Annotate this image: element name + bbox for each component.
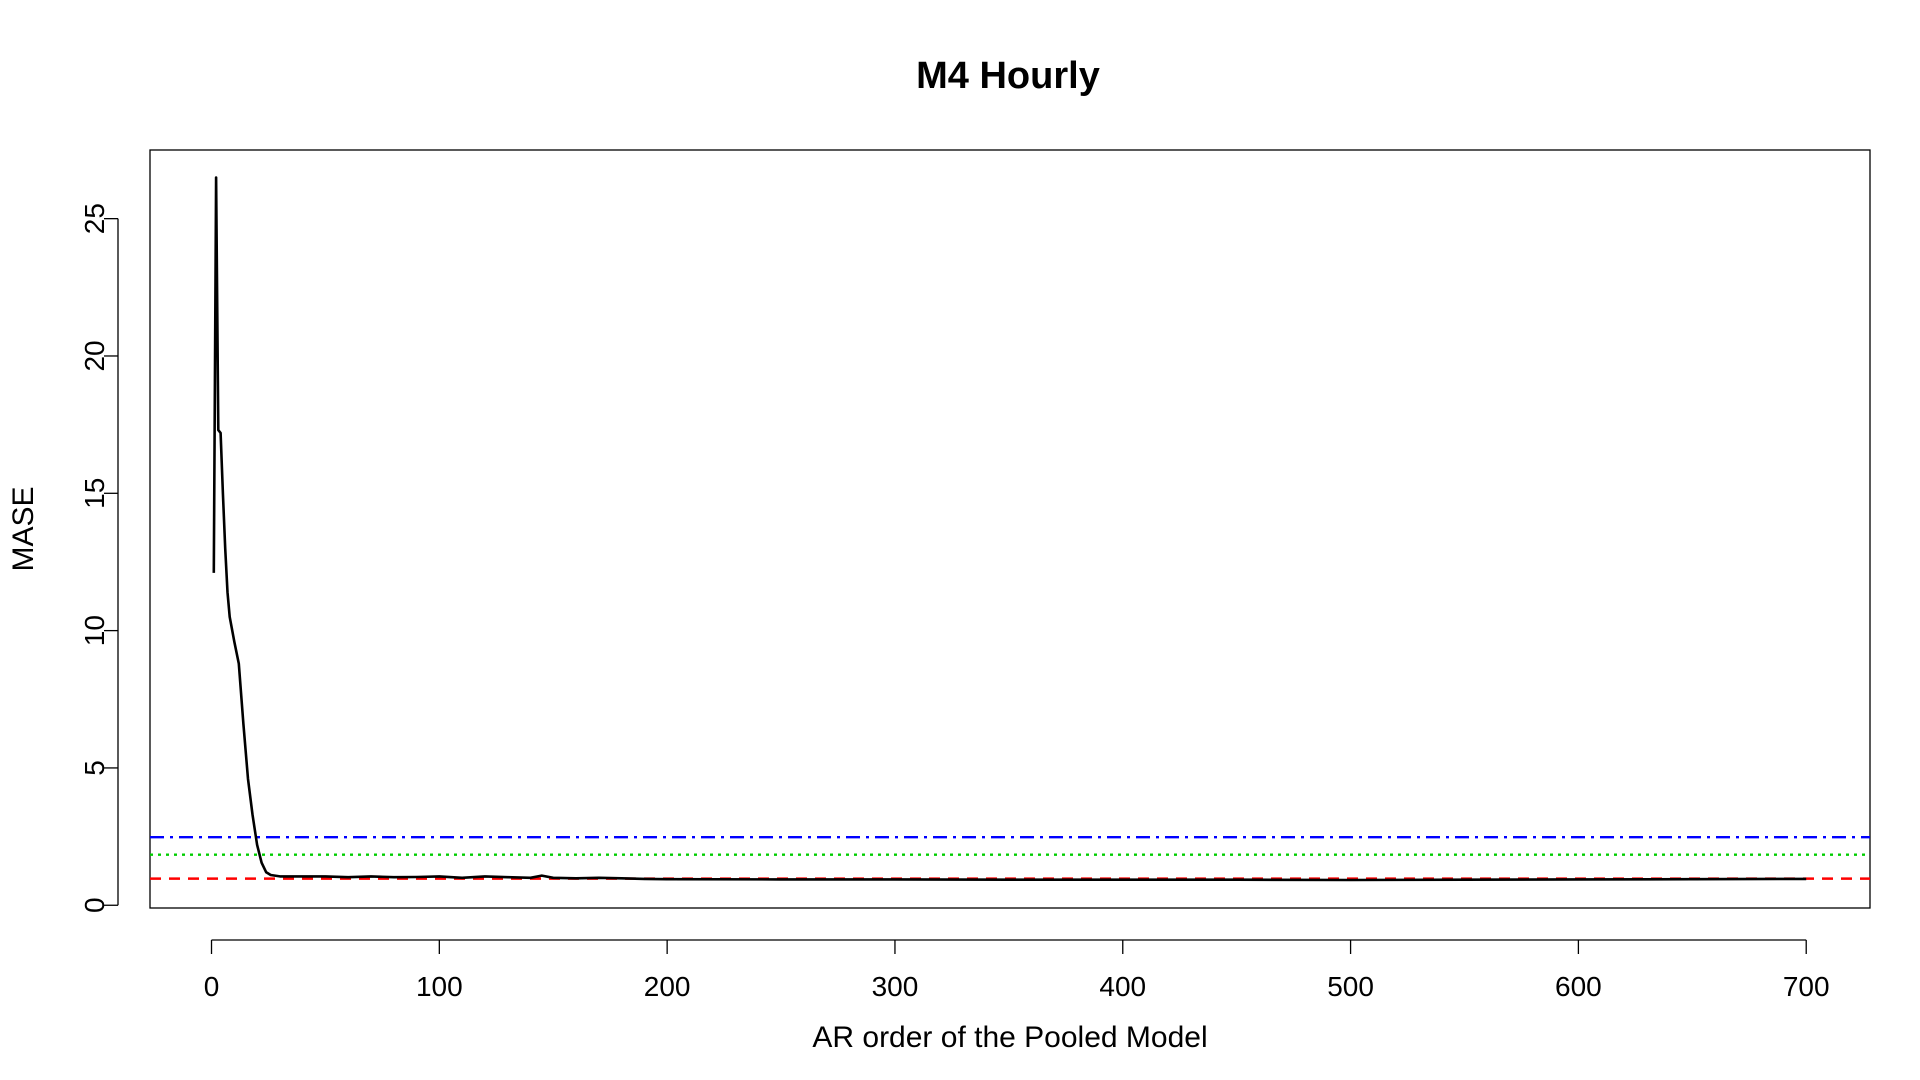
y-axis: 0 5 10 15 20 25: [79, 203, 119, 913]
x-tick-label: 400: [1099, 971, 1146, 1002]
x-tick-label: 200: [644, 971, 691, 1002]
y-tick-label: 25: [79, 203, 110, 234]
series-line: [212, 176, 1807, 882]
x-tick-label: 500: [1327, 971, 1374, 1002]
y-tick-label: 5: [79, 760, 110, 776]
y-tick-label: 20: [79, 340, 110, 371]
x-tick-label: 600: [1555, 971, 1602, 1002]
x-tick-label: 300: [872, 971, 919, 1002]
y-tick-label: 0: [79, 897, 110, 913]
x-tick-label: 0: [204, 971, 220, 1002]
x-axis-title: AR order of the Pooled Model: [812, 1021, 1207, 1054]
x-axis: 0 100 200 300 400 500 600 700: [204, 939, 1830, 1002]
x-tick-label: 700: [1783, 971, 1830, 1002]
y-axis-title: MASE: [7, 486, 40, 571]
y-tick-label: 10: [79, 615, 110, 646]
plot-frame: [149, 149, 1871, 909]
series-layer: [212, 176, 1807, 882]
y-tick-label: 15: [79, 478, 110, 509]
x-tick-label: 100: [416, 971, 463, 1002]
chart-title: M4 Hourly: [916, 55, 1100, 97]
